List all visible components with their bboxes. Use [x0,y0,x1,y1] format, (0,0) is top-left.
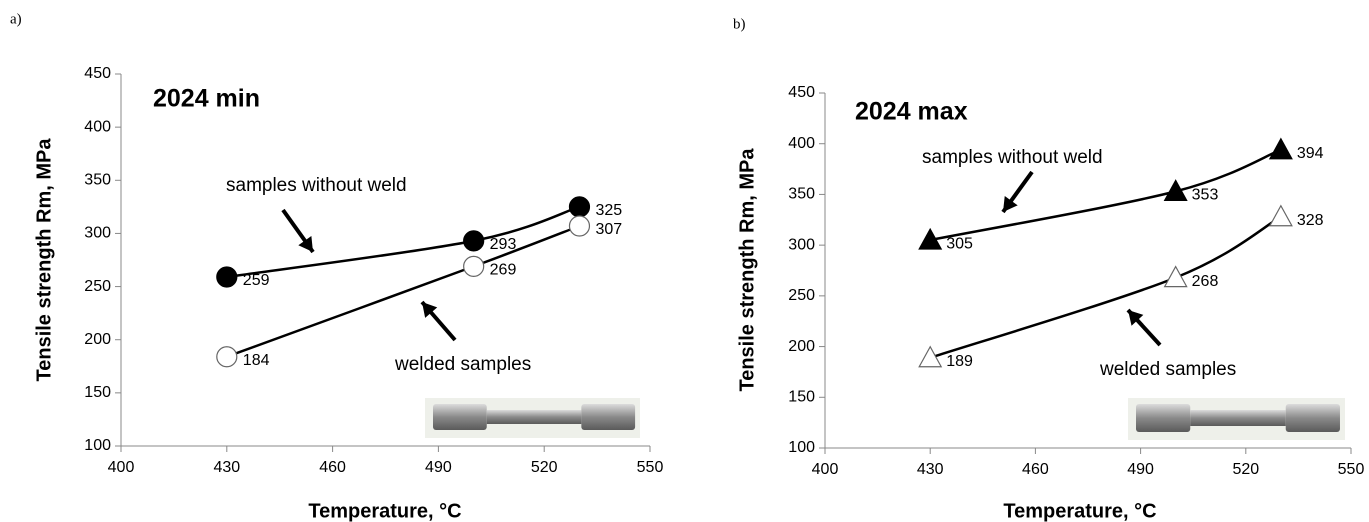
x-tick-label: 400 [108,459,135,476]
marker [1268,137,1293,160]
marker [463,255,485,277]
data-label: 353 [1192,187,1219,204]
marker [568,196,591,218]
data-label: 293 [490,236,517,253]
data-label: 268 [1192,273,1219,290]
y-tick-label: 450 [788,84,815,101]
series-line [929,148,1282,242]
y-tick-label: 150 [84,384,111,401]
specimen-gauge [1190,410,1286,426]
y-tick-label: 350 [788,186,815,203]
y-tick-label: 200 [788,338,815,355]
chart-title: 2024 max [855,98,968,126]
data-label: 328 [1297,212,1324,229]
data-label: 325 [595,202,622,219]
data-label: 189 [946,353,973,370]
x-axis-label: Temperature, °C [1003,500,1156,522]
x-tick-label: 430 [917,461,944,478]
marker [1163,265,1188,288]
arrow-head [1003,195,1018,212]
x-tick-label: 460 [319,459,346,476]
marker [918,345,943,368]
data-label: 305 [946,235,973,252]
y-tick-label: 250 [788,287,815,304]
y-tick-label: 300 [84,225,111,242]
panel-label: b) [733,16,746,32]
chart-title: 2024 min [153,85,260,113]
y-tick-label: 200 [84,331,111,348]
x-tick-label: 430 [213,459,240,476]
y-tick-label: 100 [788,439,815,456]
specimen-grip [581,404,636,430]
y-tick-label: 250 [84,278,111,295]
y-axis-label: Tensile strength Rm, MPa [33,138,55,382]
marker [1268,204,1293,227]
x-tick-label: 400 [812,461,839,478]
data-label: 307 [595,221,622,238]
arrow-head [1128,310,1144,326]
marker [463,230,485,252]
marker [568,215,591,237]
data-label: 394 [1297,145,1324,162]
y-tick-label: 100 [84,437,111,454]
marker [216,266,238,288]
series-label: samples without weld [226,175,407,196]
specimen-grip [1285,404,1340,432]
series-line [929,215,1282,359]
y-tick-label: 300 [788,236,815,253]
y-tick-label: 350 [84,172,111,189]
y-axis-label: Tensile strength Rm, MPa [736,148,758,392]
data-label: 259 [243,272,270,289]
marker [918,227,943,250]
x-tick-label: 520 [1232,461,1259,478]
y-tick-label: 150 [788,389,815,406]
x-tick-label: 490 [1127,461,1154,478]
specimen-grip [1136,404,1191,432]
y-tick-label: 450 [84,65,111,82]
x-tick-label: 490 [425,459,452,476]
series-line [226,205,580,279]
data-label: 184 [243,352,270,369]
x-tick-label: 460 [1022,461,1049,478]
series-label: welded samples [1099,359,1236,380]
x-axis-label: Temperature, °C [308,500,461,522]
marker [216,346,238,368]
series-line [226,224,580,358]
y-tick-label: 400 [84,118,111,135]
series-label: welded samples [394,354,531,375]
marker [1163,179,1188,201]
panel-label: a) [10,11,22,27]
specimen-grip [433,404,487,430]
data-label: 269 [490,262,517,279]
x-tick-label: 520 [531,459,558,476]
x-tick-label: 550 [637,459,664,476]
x-tick-label: 550 [1338,461,1365,478]
specimen-gauge [486,410,582,424]
y-tick-label: 400 [788,135,815,152]
arrow-head [298,235,313,252]
arrow-head [422,302,438,318]
series-label: samples without weld [922,147,1103,168]
